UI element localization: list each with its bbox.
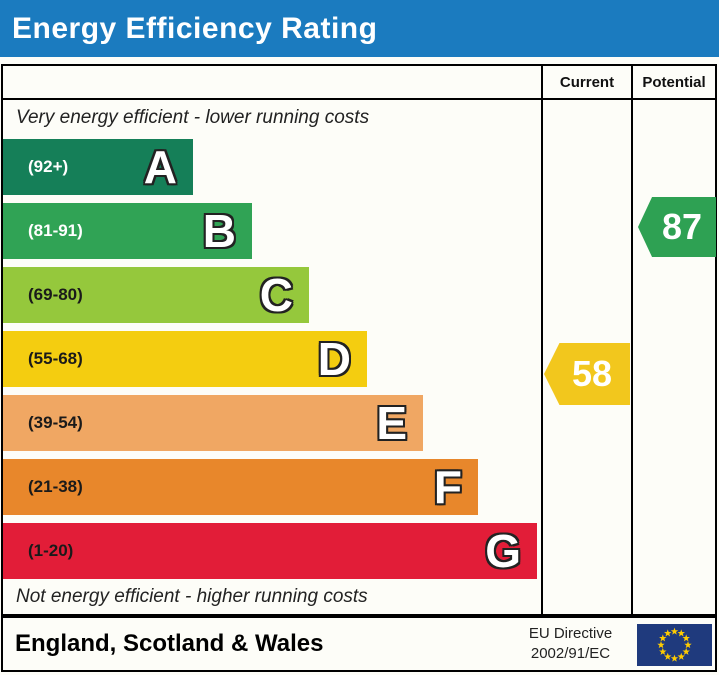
band-letter: B xyxy=(202,205,236,257)
footer: England, Scotland & Wales EU Directive 2… xyxy=(1,616,717,672)
band-letter: G xyxy=(485,525,521,577)
note-not-efficient: Not energy efficient - higher running co… xyxy=(16,586,368,607)
band-range-label: (69-80) xyxy=(28,285,83,304)
band-row-f: (21-38) F xyxy=(3,459,478,515)
band-letter: F xyxy=(433,461,462,513)
band-row-c: (69-80) C xyxy=(3,267,309,323)
column-divider-potential xyxy=(631,66,633,614)
title-bar: Energy Efficiency Rating xyxy=(0,0,719,57)
band-letter: C xyxy=(259,269,293,321)
header-current: Current xyxy=(559,73,615,91)
band-range-label: (39-54) xyxy=(28,413,83,432)
potential-rating-arrow: 87 xyxy=(638,197,716,257)
rating-table: Current Potential Very energy efficient … xyxy=(1,64,717,616)
band-row-a: (92+) A xyxy=(3,139,193,195)
band-row-b: (81-91) B xyxy=(3,203,252,259)
band-range-label: (92+) xyxy=(28,157,69,176)
region-label: England, Scotland & Wales xyxy=(15,630,324,657)
page-title: Energy Efficiency Rating xyxy=(12,11,378,45)
band-range-label: (55-68) xyxy=(28,349,83,368)
band-letter: D xyxy=(317,333,351,385)
band-letter: E xyxy=(376,397,407,449)
band-range-label: (21-38) xyxy=(28,477,83,496)
note-very-efficient: Very energy efficient - lower running co… xyxy=(16,107,370,128)
band-row-e: (39-54) E xyxy=(3,395,423,451)
band-range-label: (1-20) xyxy=(28,541,74,560)
band-range-label: (81-91) xyxy=(28,221,83,240)
band-letter: A xyxy=(143,141,177,193)
table-header-row: Current Potential xyxy=(3,66,715,100)
eu-flag-icon xyxy=(637,624,712,666)
column-divider-current xyxy=(541,66,543,614)
band-row-d: (55-68) D xyxy=(3,331,367,387)
current-rating-arrow: 58 xyxy=(544,343,630,405)
eu-directive-line2: 2002/91/EC xyxy=(530,645,611,662)
eu-directive-label: EU Directive 2002/91/EC xyxy=(508,618,633,670)
eu-directive-line1: EU Directive xyxy=(528,624,613,642)
band-row-g: (1-20) G xyxy=(3,523,537,579)
header-potential: Potential xyxy=(642,73,706,91)
